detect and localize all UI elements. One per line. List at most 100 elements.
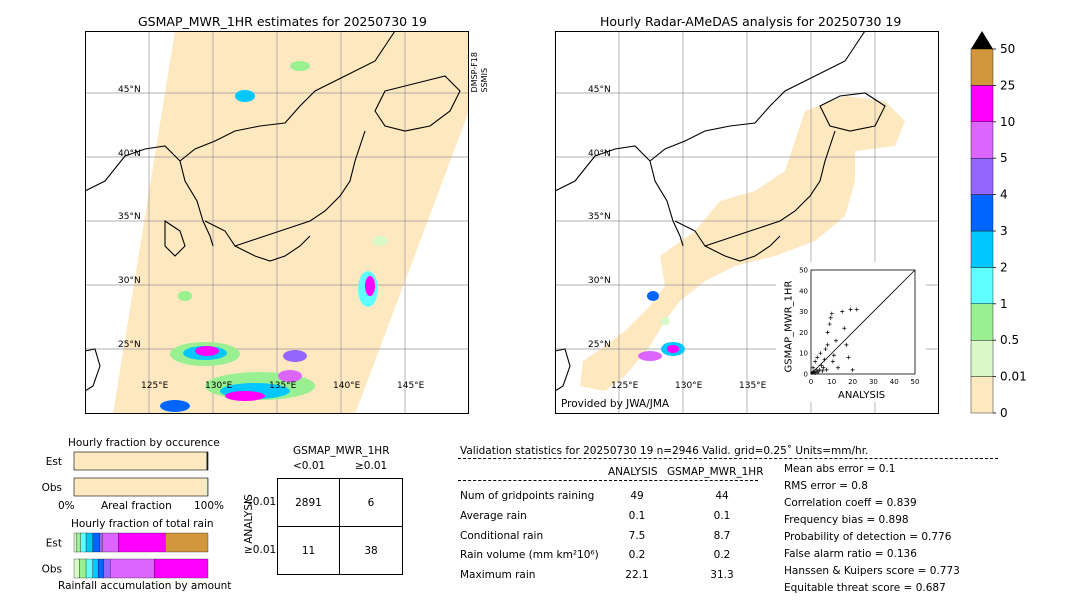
scatter-x-tick: 30 (869, 378, 878, 386)
scatter-x-tick: 10 (827, 378, 836, 386)
total-rain-bar-segment (73, 532, 77, 553)
scatter-point (846, 355, 851, 360)
score-line: Hanssen & Kuipers score = 0.773 (784, 565, 960, 577)
score-line: Mean abs error = 0.1 (784, 463, 896, 475)
scatter-point (830, 359, 835, 364)
contingency-cell: 6 (367, 497, 375, 509)
lon-label: 145°E (397, 381, 425, 391)
scatter-point (848, 307, 853, 312)
scatter-point (844, 342, 849, 347)
scatter-point (811, 369, 816, 374)
stat-row-label: Average rain (460, 510, 527, 522)
total-rain-bar-segment (118, 532, 166, 553)
contingency-col-label: <0.01 (293, 460, 326, 472)
occurrence-title: Hourly fraction by occurence (68, 437, 220, 449)
contingency-title: GSMAP_MWR_1HR (293, 445, 390, 457)
left-map-title: GSMAP_MWR_1HR estimates for 20250730 19 (138, 14, 427, 29)
total-rain-category-label: Obs (42, 564, 62, 576)
stat-row-a: 0.2 (628, 549, 646, 561)
coastline (555, 31, 886, 392)
scatter-ylabel: GSMAP_MWR_1HR (783, 280, 795, 373)
colorbar-label: 0.5 (1000, 333, 1019, 347)
total-rain-bar-segment (99, 532, 103, 553)
stat-row-b: 44 (715, 490, 729, 502)
scatter-point (825, 330, 830, 335)
contingency-row-label: ≥0.01 (244, 544, 277, 556)
colorbar-extend-triangle (971, 31, 993, 49)
lon-label: 130°E (675, 381, 703, 391)
occurrence-bar-segment (206, 452, 208, 470)
credit-label: Provided by JWA/JMA (561, 398, 670, 410)
score-line: Correlation coeff = 0.839 (784, 497, 917, 509)
lon-label: 135°E (269, 381, 297, 391)
scatter-point (823, 347, 828, 352)
validation-col2: GSMAP_MWR_1HR (667, 466, 764, 478)
scatter-point (825, 342, 830, 347)
occurrence-bar-frame (73, 451, 209, 471)
scatter-diagonal (810, 269, 916, 375)
scatter-y-tick: 0 (804, 371, 808, 379)
occurrence-category-label: Est (46, 456, 62, 468)
occurrence-bar-segment (205, 478, 208, 496)
total-rain-bar-segment (110, 558, 155, 579)
colorbar-segment (970, 121, 994, 159)
contingency-cell: 11 (301, 545, 316, 557)
contingency-row-label: <0.01 (244, 496, 277, 508)
occ-xlabel: Areal fraction (101, 500, 172, 512)
colorbar-label: 2 (1000, 260, 1008, 274)
occurrence-category-label: Obs (42, 482, 62, 494)
sensor-label: DMSP-F18 SSMIS (470, 52, 489, 93)
total-rain-bar-segment (154, 558, 209, 579)
total-rain-xlabel: Rainfall accumulation by amount (58, 580, 232, 592)
scatter-point (822, 357, 827, 362)
colorbar-label: 3 (1000, 224, 1008, 238)
scatter-y-tick: 40 (799, 287, 808, 295)
colorbar-segment (970, 48, 994, 86)
lat-label: 45°N (118, 85, 141, 95)
stat-row-label: Rain volume (mm km²10⁶) (460, 549, 599, 561)
colorbar-segment (970, 340, 994, 377)
total-rain-category-label: Est (46, 538, 62, 550)
score-line: Probability of detection = 0.776 (784, 531, 952, 543)
scatter-point (827, 322, 832, 327)
colorbar-segment (970, 376, 994, 414)
scatter-y-tick: 20 (799, 329, 808, 337)
total-rain-chart: Est Obs (42, 532, 209, 579)
scatter-point (842, 326, 847, 331)
scatter-point (850, 367, 855, 372)
stat-row-b: 8.7 (713, 530, 731, 542)
scatter-point (816, 369, 821, 374)
lat-label: 45°N (588, 85, 611, 95)
scatter-x-tick: 40 (890, 378, 899, 386)
lon-label: 125°E (611, 381, 639, 391)
colorbar-label: 10 (1000, 115, 1015, 129)
scatter-point (836, 365, 841, 370)
total-rain-bar-segment (85, 558, 93, 579)
scatter-point (840, 309, 845, 314)
scatter-point (829, 311, 834, 316)
lon-label: 130°E (205, 381, 233, 391)
scatter-x-tick: 0 (809, 378, 813, 386)
satellite-swath (113, 31, 469, 414)
scatter-y-tick: 10 (799, 350, 808, 358)
stat-row-b: 31.3 (710, 569, 734, 581)
colorbar-label: 1 (1000, 297, 1008, 311)
scatter-point (820, 368, 825, 373)
colorbar-segment (970, 157, 994, 195)
scatter-point (833, 338, 838, 343)
occ-tick-0: 0% (58, 500, 75, 512)
left-map (85, 31, 469, 414)
lat-label: 30°N (118, 276, 141, 286)
total-rain-bar-segment (101, 532, 119, 553)
occurrence-bar-frame (73, 477, 209, 497)
colorbar-label: 5 (1000, 151, 1008, 165)
right-map-title: Hourly Radar-AMeDAS analysis for 2025073… (600, 14, 902, 29)
scatter-point (815, 355, 820, 360)
scatter-point (828, 315, 833, 320)
stat-row-label: Maximum rain (460, 569, 536, 581)
total-rain-bar-segment (103, 558, 111, 579)
scatter-y-tick: 50 (799, 267, 808, 275)
lon-label: 135°E (739, 381, 767, 391)
colorbar-segment (970, 85, 994, 123)
lon-label: 140°E (333, 381, 361, 391)
